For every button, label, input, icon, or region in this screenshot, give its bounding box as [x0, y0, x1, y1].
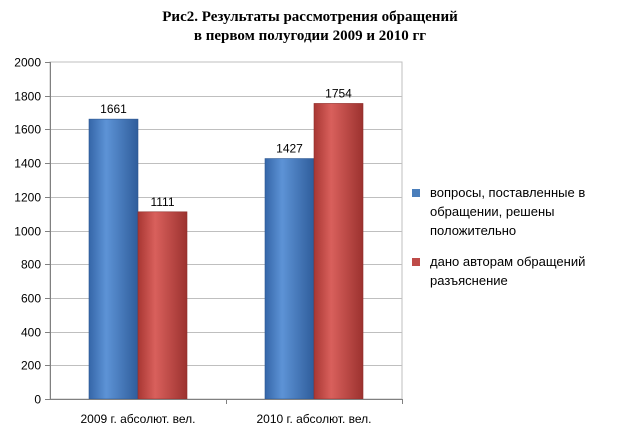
y-tick-label: 1000: [14, 225, 41, 239]
bar-series-1-2: [264, 158, 315, 400]
y-tick-label: 1400: [14, 157, 41, 171]
x-category-label: 2009 г. абсолют. вел.: [81, 412, 196, 426]
chart-title-line-1: Рис2. Результаты рассмотрения обращений: [162, 9, 458, 25]
y-tick-label: 600: [21, 292, 41, 306]
chart-title: Рис2. Результаты рассмотрения обращений …: [0, 8, 620, 46]
data-label: 1111: [150, 195, 174, 209]
legend-swatch-blue: [412, 189, 420, 197]
bar-series-1-1: [88, 118, 139, 400]
x-category-label: 2010 г. абсолют. вел.: [257, 412, 372, 426]
legend-item-series-1: вопросы, поставленные в обращении, решен…: [412, 183, 617, 240]
y-tick-label: 0: [34, 393, 41, 407]
legend-item-series-2: дано авторам обращений разъяснение: [412, 252, 617, 290]
legend-label: вопросы, поставленные в обращении, решен…: [430, 185, 586, 238]
data-label: 1754: [325, 86, 352, 100]
bar-series-2-2: [313, 103, 364, 400]
chart-title-line-2: в первом полугодии 2009 и 2010 гг: [193, 28, 427, 44]
y-tick-label: 800: [21, 258, 41, 272]
chart-legend: вопросы, поставленные в обращении, решен…: [412, 183, 617, 302]
y-tick-label: 1200: [14, 191, 41, 205]
y-tick-label: 2000: [14, 56, 41, 70]
data-label: 1427: [276, 142, 303, 156]
y-tick-label: 200: [21, 359, 41, 373]
legend-label: дано авторам обращений разъяснение: [430, 254, 586, 288]
legend-swatch-red: [412, 258, 420, 266]
y-tick-label: 1800: [14, 90, 41, 104]
bar-series-2-1: [137, 211, 188, 400]
y-tick-label: 1600: [14, 123, 41, 137]
y-tick-label: 400: [21, 326, 41, 340]
data-label: 1661: [100, 102, 127, 116]
